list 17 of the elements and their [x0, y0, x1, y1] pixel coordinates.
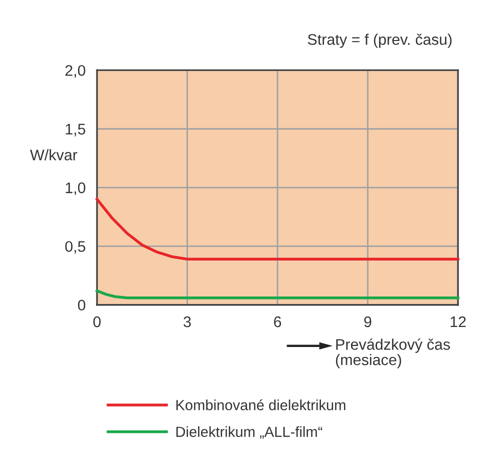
x-tick-label: 3	[184, 316, 191, 328]
y-axis-title: W/kvar	[30, 149, 78, 160]
y-tick-label: 1,0	[66, 182, 86, 196]
y-tick-label: 2,0	[65, 65, 86, 78]
x-axis-title: Prevádzkový čas (mesiace)	[336, 338, 450, 368]
y-tick-label: 1,5	[66, 124, 86, 136]
text: Straty = f (prev. času)	[308, 34, 452, 48]
line-series	[96, 198, 460, 260]
x-tick-label: 0	[93, 316, 101, 328]
legend-label: Dielektrikum „ALL-film“	[176, 426, 322, 439]
line-series	[96, 289, 460, 300]
y-tick-label: 0	[78, 300, 86, 311]
x-tick-label: 6	[274, 316, 282, 328]
legend-label: Kombinované dielektrikum	[176, 399, 346, 410]
x-tick-label: 12	[450, 316, 466, 328]
x-tick-label: 9	[364, 316, 372, 328]
y-tick-label: 0,5	[65, 241, 86, 254]
